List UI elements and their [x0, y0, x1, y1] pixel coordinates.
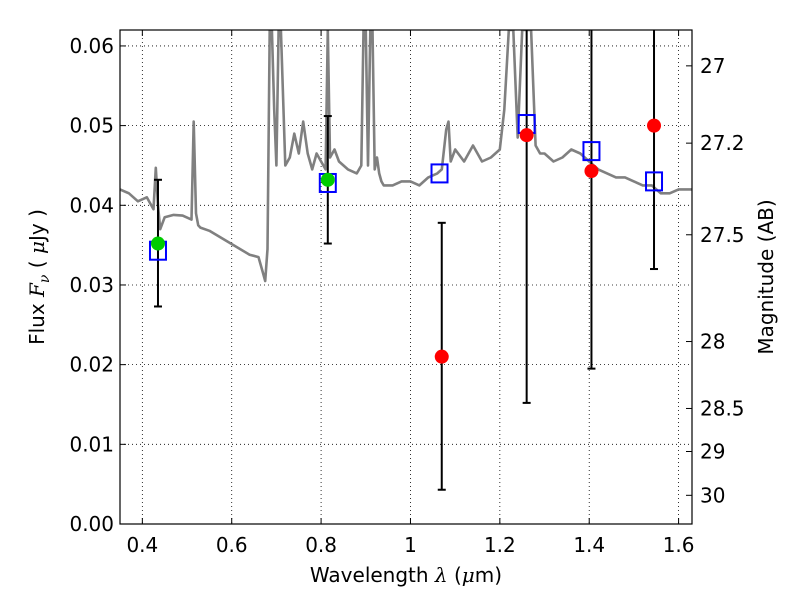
y-tick-label: 0.02 — [69, 353, 114, 377]
y-tick-label: 0.05 — [69, 114, 114, 138]
observed-flux-point — [519, 128, 534, 143]
magnitude-tick-label: 29 — [700, 439, 725, 463]
magnitude-tick-label: 27.2 — [700, 131, 745, 155]
observed-flux-point — [320, 172, 335, 187]
observed-flux-point — [647, 118, 662, 133]
grid — [120, 30, 692, 525]
x-tick-label: 1.2 — [484, 533, 516, 557]
model-photometry-square — [582, 141, 601, 162]
x-tick-label: 0.8 — [305, 533, 337, 557]
plot-frame — [119, 29, 693, 525]
x-tick-label: 1.6 — [663, 533, 695, 557]
observed-flux-point — [584, 164, 599, 179]
y-tick-label: 0.00 — [69, 512, 114, 536]
model-spectrum-line — [120, 30, 692, 283]
y-tick-label: 0.04 — [69, 193, 114, 217]
axis-ticks: 0.4 0.6 0.8 1 1.2 1.4 1.6 0.00 0.01 0.02 0.03 0.04 0… — [69, 30, 745, 557]
y2-axis-label: Magnitude (AB) — [754, 199, 778, 354]
model-photometry-square — [645, 171, 664, 192]
model-photometry-square — [430, 163, 449, 184]
plot-area — [120, 30, 692, 491]
y-tick-label: 0.01 — [69, 432, 114, 456]
observed-flux-point — [434, 349, 449, 364]
x-tick-label: 0.4 — [126, 533, 158, 557]
y-tick-label: 0.06 — [69, 34, 114, 58]
y-axis-label: Flux Fν ( μJy ) — [25, 209, 53, 345]
magnitude-tick-label: 27.5 — [700, 223, 745, 247]
x-tick-label: 0.6 — [216, 533, 248, 557]
observed-flux-point — [150, 236, 165, 251]
x-axis-label: Wavelength λ (μm) — [310, 563, 502, 587]
magnitude-tick-label: 27 — [700, 54, 725, 78]
magnitude-tick-label: 28 — [700, 330, 725, 354]
x-tick-label: 1 — [404, 533, 417, 557]
x-tick-label: 1.4 — [573, 533, 605, 557]
magnitude-tick-label: 28.5 — [700, 396, 745, 420]
y-tick-label: 0.03 — [69, 273, 114, 297]
magnitude-tick-label: 30 — [700, 483, 725, 507]
